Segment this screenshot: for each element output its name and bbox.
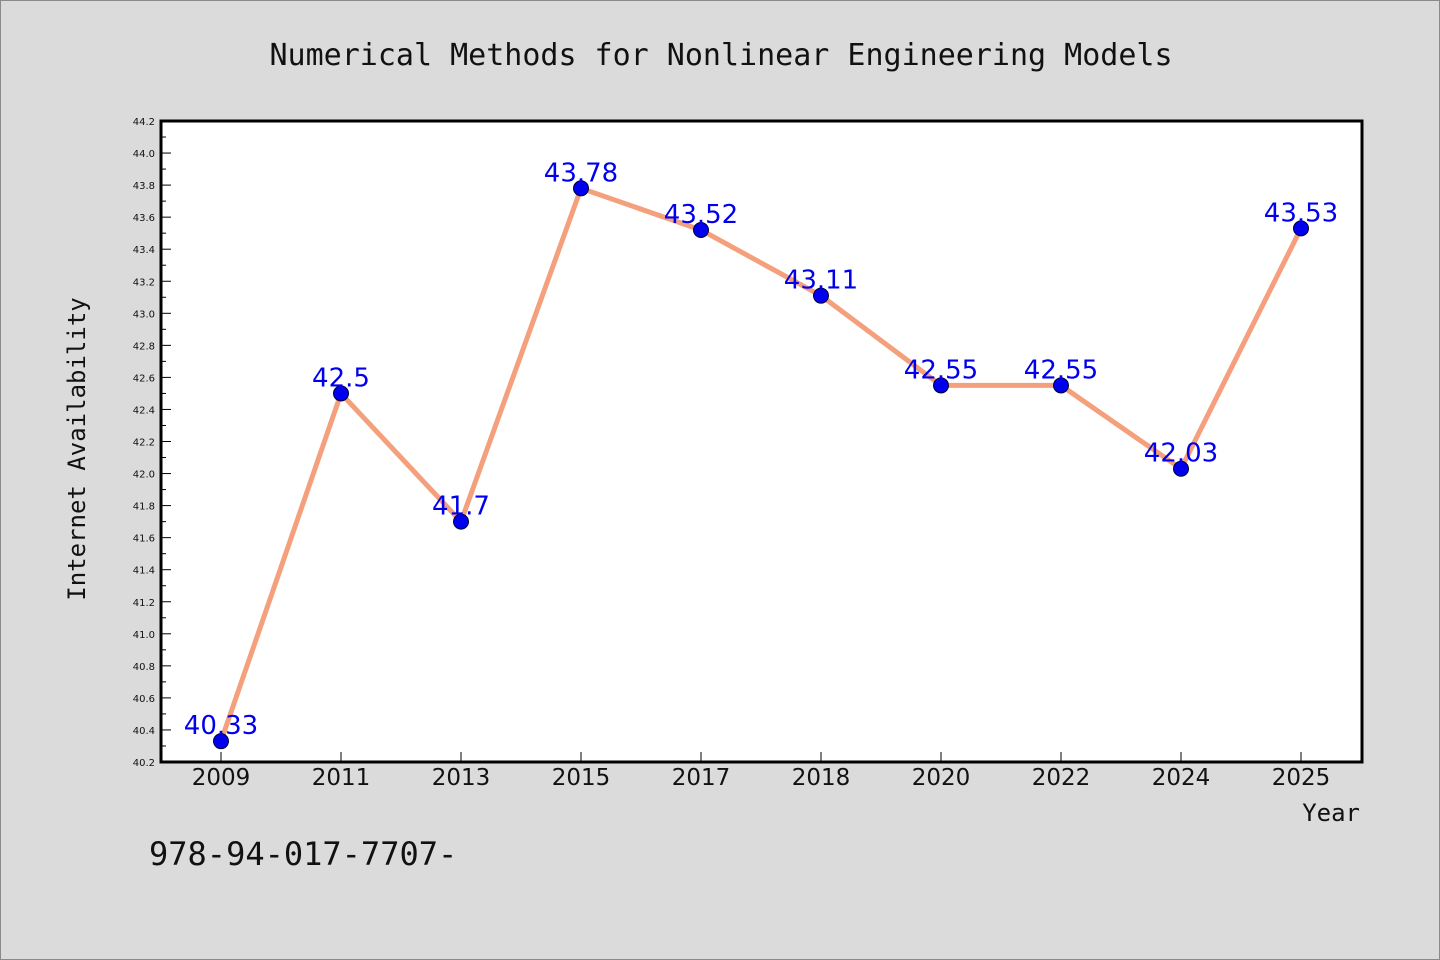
x-axis-ticks: 2009 2011 2013 2015 2017 2018 2020 2022 2024 2025	[192, 752, 1331, 791]
y-tick-label: 43.0	[133, 309, 155, 320]
data-label: 43.53	[1264, 198, 1338, 228]
y-tick-label: 41.2	[133, 598, 155, 609]
data-point	[933, 377, 949, 394]
y-tick-label: 42.0	[133, 470, 155, 481]
y-tick-label: 42.6	[133, 373, 155, 384]
x-tick-label: 2018	[792, 765, 851, 791]
footer-isbn: 978-94-017-7707-	[149, 835, 457, 873]
x-tick-label: 2025	[1272, 765, 1331, 791]
data-label: 43.78	[544, 158, 618, 188]
x-tick-label: 2013	[432, 765, 491, 791]
y-tick-label: 40.6	[133, 694, 155, 705]
data-point	[453, 513, 469, 530]
y-tick-label: 43.2	[133, 277, 155, 288]
data-point	[573, 180, 589, 197]
y-tick-label: 40.2	[133, 758, 155, 769]
data-point	[213, 733, 229, 750]
data-label: 40.33	[184, 711, 258, 741]
y-axis-title: Internet Availability	[63, 297, 91, 600]
data-label: 42.03	[1144, 439, 1218, 469]
data-point	[693, 221, 709, 238]
y-tick-label: 42.4	[133, 405, 155, 416]
y-tick-label: 41.4	[133, 566, 155, 577]
x-tick-label: 2011	[312, 765, 371, 791]
series-layer: 40.33 42.5 41.7 43.78 43.52 43.11 42.55 42.55 42…	[184, 158, 1338, 750]
data-label: 43.52	[664, 200, 738, 230]
y-tick-label: 43.4	[133, 245, 155, 256]
plot-area	[159, 119, 1364, 764]
y-tick-label: 41.8	[133, 502, 155, 513]
x-tick-label: 2015	[552, 765, 611, 791]
chart-title: Numerical Methods for Nonlinear Engineer…	[269, 38, 1172, 73]
x-axis-title: Year	[1302, 799, 1360, 827]
data-label: 42.55	[1024, 355, 1098, 385]
y-tick-label: 43.8	[133, 181, 155, 192]
y-tick-label: 44.2	[133, 117, 155, 128]
x-tick-label: 2020	[912, 765, 971, 791]
data-label: 42.5	[312, 363, 370, 393]
x-tick-label: 2022	[1032, 765, 1091, 791]
data-point	[1293, 220, 1309, 237]
data-point	[1053, 377, 1069, 394]
y-tick-label: 43.6	[133, 213, 155, 224]
data-label: 43.11	[784, 266, 858, 296]
y-axis-ticks: 40.2 40.4 40.6 40.8 41.0 41.2 41.4 41.6 41.8 42.0…	[133, 117, 171, 769]
data-label: 41.7	[432, 492, 490, 522]
y-tick-label: 42.2	[133, 438, 155, 449]
data-point	[333, 385, 349, 402]
y-tick-label: 44.0	[133, 149, 155, 160]
x-tick-label: 2017	[672, 765, 731, 791]
data-point	[1173, 460, 1189, 477]
y-tick-label: 41.0	[133, 630, 155, 641]
x-tick-label: 2024	[1152, 765, 1211, 791]
y-tick-label: 42.8	[133, 341, 155, 352]
y-tick-label: 41.6	[133, 534, 155, 545]
x-tick-label: 2009	[192, 765, 251, 791]
data-label: 42.55	[904, 355, 978, 385]
y-tick-label: 40.4	[133, 726, 155, 737]
data-point	[813, 287, 829, 304]
y-tick-label: 40.8	[133, 662, 155, 673]
series-line	[218, 185, 1304, 744]
